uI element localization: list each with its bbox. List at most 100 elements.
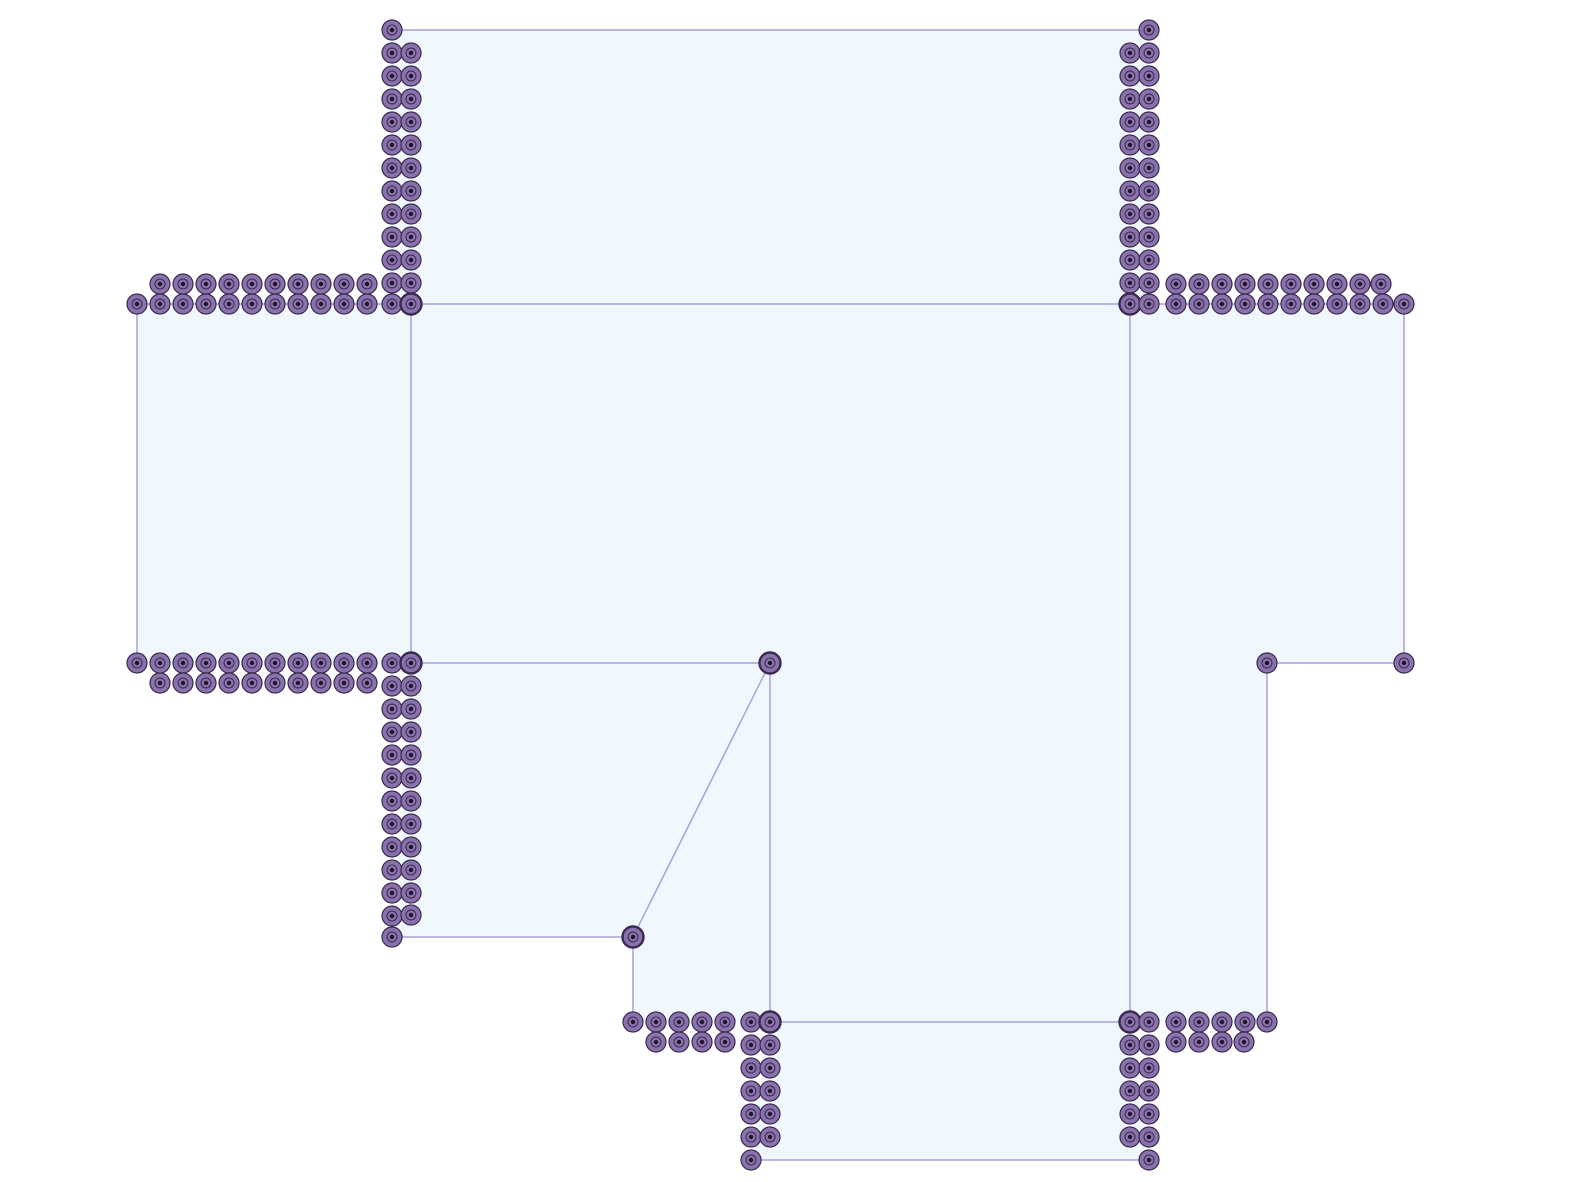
vertex bbox=[759, 1057, 781, 1079]
vertex bbox=[1119, 203, 1141, 225]
vertex bbox=[333, 273, 355, 295]
vertex bbox=[1165, 1031, 1187, 1053]
vertex bbox=[287, 273, 309, 295]
vertex bbox=[740, 1149, 762, 1171]
vertex bbox=[381, 698, 403, 720]
vertex bbox=[740, 1103, 762, 1125]
vertex bbox=[381, 744, 403, 766]
vertex bbox=[759, 1103, 781, 1125]
vertex bbox=[1138, 134, 1160, 156]
vertex bbox=[714, 1011, 736, 1033]
vertex bbox=[381, 905, 403, 927]
vertex bbox=[400, 744, 422, 766]
vertex bbox=[1119, 65, 1141, 87]
vertex bbox=[287, 652, 309, 674]
vertex bbox=[400, 836, 422, 858]
vertex bbox=[1138, 65, 1160, 87]
vertex bbox=[1234, 293, 1256, 315]
vertex bbox=[400, 203, 422, 225]
vertex bbox=[1165, 1011, 1187, 1033]
vertex bbox=[356, 293, 378, 315]
vertex bbox=[1119, 1103, 1141, 1125]
edge bbox=[632, 662, 771, 938]
vertex bbox=[195, 672, 217, 694]
vertex bbox=[381, 111, 403, 133]
vertex bbox=[621, 925, 645, 949]
vertex bbox=[264, 273, 286, 295]
vertex bbox=[1138, 88, 1160, 110]
vertex bbox=[1138, 19, 1160, 41]
vertex bbox=[264, 652, 286, 674]
vertex bbox=[400, 134, 422, 156]
vertex bbox=[381, 226, 403, 248]
vertex bbox=[1119, 111, 1141, 133]
vertex bbox=[381, 42, 403, 64]
vertex bbox=[381, 203, 403, 225]
vertex bbox=[356, 672, 378, 694]
vertex bbox=[1138, 1103, 1160, 1125]
vertex bbox=[241, 672, 263, 694]
vertex bbox=[400, 42, 422, 64]
vertex bbox=[1211, 273, 1233, 295]
face-bottom bbox=[751, 1022, 1149, 1160]
vertex bbox=[1370, 273, 1392, 295]
vertex bbox=[399, 651, 423, 675]
vertex bbox=[400, 721, 422, 743]
vertex bbox=[399, 292, 423, 316]
vertex bbox=[1119, 42, 1141, 64]
vertex bbox=[1119, 1034, 1141, 1056]
vertex bbox=[1211, 1011, 1233, 1033]
vertex bbox=[1119, 180, 1141, 202]
vertex bbox=[759, 1080, 781, 1102]
vertex bbox=[1349, 273, 1371, 295]
vertex bbox=[333, 652, 355, 674]
vertex bbox=[1119, 1057, 1141, 1079]
vertex bbox=[381, 65, 403, 87]
vertex bbox=[1280, 293, 1302, 315]
vertex bbox=[1256, 1011, 1278, 1033]
vertex bbox=[241, 652, 263, 674]
vertex bbox=[1138, 226, 1160, 248]
vertex bbox=[1188, 1031, 1210, 1053]
vertex bbox=[381, 859, 403, 881]
vertex bbox=[1119, 1080, 1141, 1102]
vertex bbox=[172, 273, 194, 295]
vertex bbox=[172, 652, 194, 674]
vertex bbox=[645, 1011, 667, 1033]
vertex bbox=[1118, 1010, 1142, 1034]
vertex bbox=[1303, 273, 1325, 295]
vertex bbox=[381, 157, 403, 179]
face-lower-triangle bbox=[633, 663, 770, 1022]
vertex bbox=[759, 1034, 781, 1056]
vertex bbox=[1138, 249, 1160, 271]
vertex bbox=[264, 672, 286, 694]
vertex bbox=[381, 813, 403, 835]
vertex bbox=[126, 652, 148, 674]
vertex bbox=[1349, 293, 1371, 315]
vertex bbox=[381, 882, 403, 904]
face-lower-left bbox=[392, 663, 770, 937]
vertex bbox=[1188, 273, 1210, 295]
vertex bbox=[400, 813, 422, 835]
vertex bbox=[740, 1080, 762, 1102]
vertex bbox=[1234, 273, 1256, 295]
face-top bbox=[392, 30, 1149, 304]
vertex bbox=[333, 672, 355, 694]
vertex bbox=[381, 272, 403, 294]
vertex bbox=[381, 88, 403, 110]
face-left bbox=[137, 304, 411, 663]
vertex bbox=[400, 859, 422, 881]
vertex bbox=[310, 293, 332, 315]
vertex bbox=[1326, 273, 1348, 295]
vertex bbox=[400, 88, 422, 110]
vertex bbox=[1326, 293, 1348, 315]
vertex bbox=[149, 273, 171, 295]
vertex bbox=[759, 1126, 781, 1148]
vertex bbox=[1256, 652, 1278, 674]
vertex bbox=[400, 65, 422, 87]
vertex bbox=[1119, 157, 1141, 179]
vertex bbox=[1188, 1011, 1210, 1033]
vertex bbox=[1257, 293, 1279, 315]
